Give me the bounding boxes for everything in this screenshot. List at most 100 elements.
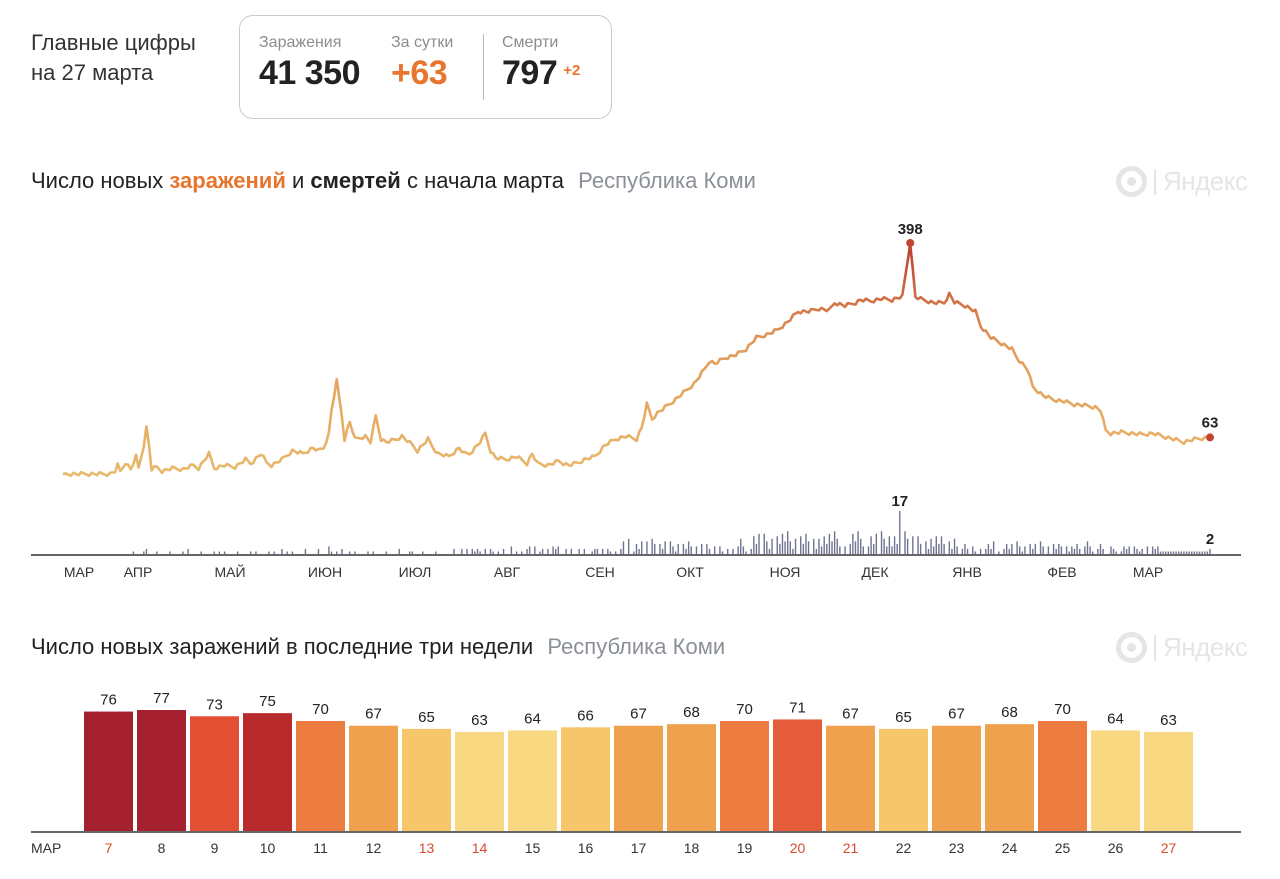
death-bar [317, 548, 320, 554]
death-bar [471, 548, 473, 554]
death-bar [807, 541, 810, 554]
bar-value-label: 75 [259, 693, 276, 710]
death-bar [966, 548, 969, 554]
death-bar [132, 551, 135, 554]
death-bar [818, 538, 820, 554]
death-bar [1136, 548, 1138, 554]
bar-day-label: 13 [419, 840, 435, 856]
death-bar [721, 551, 724, 554]
death-bar [1172, 551, 1175, 554]
death-bar [792, 548, 794, 554]
death-bar [1175, 551, 1177, 554]
death-bar [654, 543, 656, 554]
death-bar [398, 548, 400, 554]
month-label: МАР [1133, 564, 1163, 580]
death-bar [992, 541, 995, 554]
death-bar [888, 536, 891, 554]
death-bar [677, 543, 679, 554]
bar-day-label: 17 [631, 840, 647, 856]
death-bar [1185, 551, 1188, 554]
death-bar [880, 531, 883, 554]
bar-day-label: 9 [211, 840, 219, 856]
death-bar [1170, 551, 1172, 554]
death-bar [857, 531, 859, 554]
death-bar [223, 551, 226, 554]
death-bar [435, 551, 437, 554]
death-bar [972, 546, 974, 554]
death-bar [935, 536, 937, 554]
death-bar [844, 546, 846, 554]
day-bar [720, 721, 769, 831]
death-bar [886, 546, 888, 554]
death-bar [526, 548, 528, 554]
deaths-peak-label: 17 [891, 493, 908, 510]
bar-value-label: 63 [1160, 712, 1177, 729]
last-marker [1206, 433, 1214, 442]
bar-day-label: 12 [366, 840, 382, 856]
bar-value-label: 76 [100, 692, 117, 709]
death-bar [336, 551, 338, 554]
death-bar [802, 543, 805, 554]
death-bar [1157, 546, 1159, 554]
stat-deaths-label: Смерти [502, 34, 559, 51]
deaths-bar-chart: 17 2 [31, 493, 1241, 556]
line-chart-title-deaths: смертей [310, 168, 401, 193]
death-bar [1196, 551, 1198, 554]
death-bar [1086, 541, 1089, 554]
day-bar [614, 725, 663, 831]
peak-label: 398 [898, 221, 923, 238]
death-bar [609, 551, 612, 554]
death-bar [859, 538, 862, 554]
death-bar [646, 541, 648, 554]
death-bar [1008, 548, 1010, 554]
death-bar [904, 531, 906, 554]
death-bar [1138, 551, 1141, 554]
death-bar [1076, 543, 1078, 554]
death-bar [255, 551, 257, 554]
death-bar [594, 548, 596, 554]
bar-value-label: 70 [1054, 701, 1071, 718]
month-label: НОЯ [770, 564, 801, 580]
death-bar [766, 541, 768, 554]
month-axis: МАР АПР МАЙ ИЮН ИЮЛ АВГ СЕН ОКТ НОЯ ДЕК ЯНВ ФЕВ МАР [64, 563, 1163, 580]
death-bar [1102, 548, 1104, 554]
death-bar [1084, 546, 1086, 554]
bar-value-label: 67 [630, 706, 647, 723]
death-bar [583, 548, 586, 554]
stats-divider [483, 34, 484, 100]
death-bar [1042, 546, 1044, 554]
death-bar [554, 548, 557, 554]
infections-line [62, 243, 1211, 478]
death-bar [883, 538, 885, 554]
bar-day-label: 15 [525, 840, 541, 856]
bar-chart-region: Республика Коми [547, 634, 726, 659]
stat-deaths-value-row: 797 +2 [502, 54, 580, 93]
death-bar [1055, 548, 1057, 554]
death-bar [268, 551, 270, 554]
bar-value-label: 70 [736, 701, 753, 718]
headline: Главные цифры на 27 марта [31, 28, 196, 88]
death-bar [786, 531, 789, 554]
death-bar [893, 536, 896, 554]
death-bar [948, 541, 951, 554]
death-bar [539, 551, 541, 554]
bar-value-label: 66 [577, 707, 594, 724]
death-bar [974, 551, 977, 554]
death-bar [687, 541, 690, 554]
bar-value-label: 64 [1107, 710, 1124, 727]
bar-day-label: 10 [260, 840, 276, 856]
death-bar [771, 538, 773, 554]
death-bar [932, 546, 935, 554]
death-bar [422, 551, 424, 554]
death-bar [750, 548, 752, 554]
death-bar [979, 548, 982, 554]
death-bar [1164, 551, 1167, 554]
day-bar [985, 724, 1034, 831]
death-bar [601, 548, 604, 554]
death-bar [474, 551, 476, 554]
death-bar [854, 541, 857, 554]
bar-value-label: 70 [312, 701, 329, 718]
death-bar [828, 533, 831, 554]
headline-line2: на 27 марта [31, 60, 154, 85]
death-bar [985, 548, 987, 554]
